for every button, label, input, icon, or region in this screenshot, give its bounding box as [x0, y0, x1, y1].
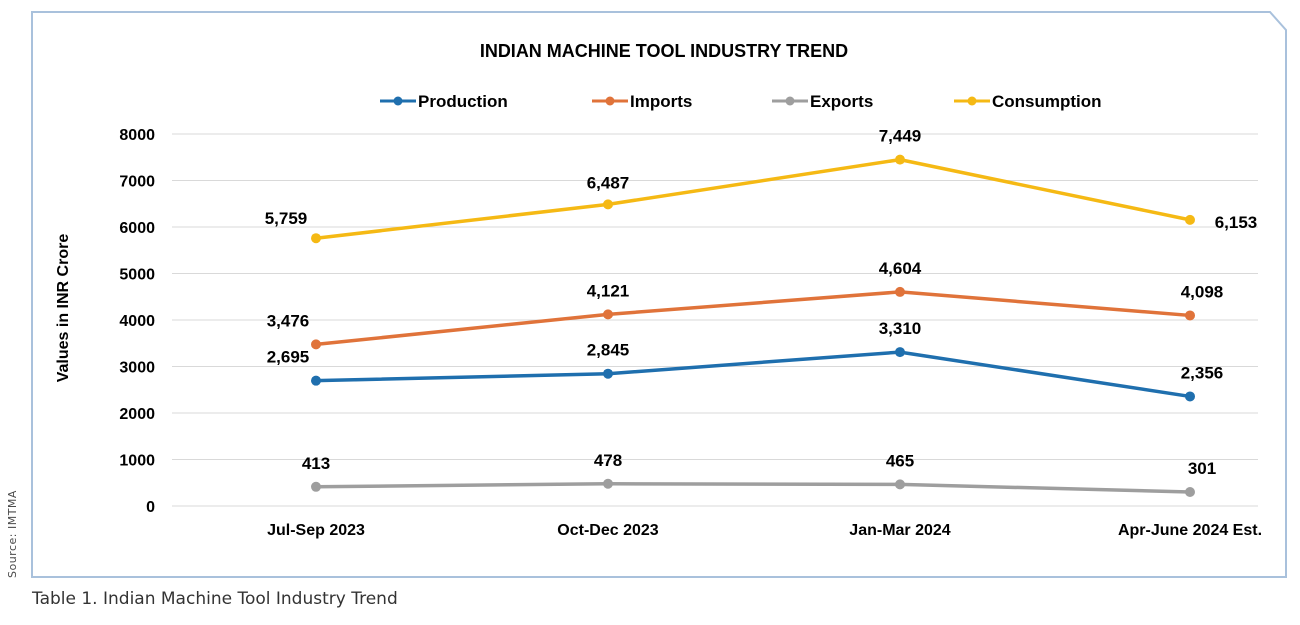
- legend-label: Consumption: [992, 92, 1102, 111]
- data-point: [895, 154, 905, 165]
- y-tick-label: 4000: [119, 313, 155, 330]
- data-label: 2,845: [587, 341, 630, 360]
- data-point: [1185, 487, 1195, 498]
- frame-border: [31, 11, 1287, 578]
- y-axis-label: Values in INR Crore: [55, 234, 72, 383]
- legend-item-production: Production: [380, 92, 508, 111]
- data-point: [1185, 391, 1195, 402]
- series-production: 2,695 2,845 3,310 2,356: [267, 319, 1224, 402]
- series-exports: 413 478 465 301: [302, 451, 1216, 498]
- legend-swatch-marker: [967, 96, 977, 106]
- legend-label: Production: [418, 92, 508, 111]
- data-label: 3,310: [879, 319, 922, 338]
- data-label: 4,604: [879, 259, 922, 278]
- data-point: [1185, 214, 1195, 225]
- legend-swatch-marker: [393, 96, 403, 106]
- data-point: [311, 233, 321, 244]
- y-axis-ticks: 0 1000 2000 3000 4000 5000 6000 7000 8000: [119, 127, 155, 516]
- x-tick-label: Oct-Dec 2023: [557, 522, 658, 539]
- grid-lines: [172, 133, 1258, 507]
- data-point: [1185, 310, 1195, 321]
- data-point: [603, 199, 613, 210]
- series-imports: 3,476 4,121 4,604 4,098: [267, 259, 1224, 350]
- data-point: [895, 479, 905, 490]
- data-label: 3,476: [267, 311, 310, 330]
- y-tick-label: 7000: [119, 174, 155, 191]
- data-point: [603, 368, 613, 379]
- y-tick-label: 8000: [119, 127, 155, 144]
- data-label: 413: [302, 454, 330, 473]
- data-label: 6,487: [587, 173, 630, 192]
- legend-item-exports: Exports: [772, 92, 873, 111]
- x-axis-ticks: Jul-Sep 2023 Oct-Dec 2023 Jan-Mar 2024 Apr-…: [267, 522, 1262, 539]
- data-label: 2,356: [1181, 363, 1224, 382]
- data-label: 301: [1188, 459, 1216, 478]
- legend-item-imports: Imports: [592, 92, 692, 111]
- data-label: 478: [594, 451, 622, 470]
- data-point: [895, 347, 905, 358]
- series-line: [315, 482, 1191, 494]
- y-tick-label: 0: [146, 499, 155, 516]
- legend-label: Exports: [810, 92, 873, 111]
- x-tick-label: Jan-Mar 2024: [849, 522, 950, 539]
- x-tick-label: Jul-Sep 2023: [267, 522, 365, 539]
- data-point: [603, 478, 613, 489]
- data-point: [311, 481, 321, 492]
- series-consumption: 5,759 6,487 7,449 6,153: [265, 127, 1258, 244]
- y-tick-label: 6000: [119, 220, 155, 237]
- series-line: [315, 350, 1191, 399]
- data-label: 4,121: [587, 281, 630, 300]
- data-point: [603, 309, 613, 320]
- data-point: [311, 339, 321, 350]
- chart-title: INDIAN MACHINE TOOL INDUSTRY TREND: [480, 41, 848, 61]
- legend-item-consumption: Consumption: [954, 92, 1102, 111]
- data-label: 7,449: [879, 127, 922, 146]
- x-tick-label: Apr-June 2024 Est.: [1118, 522, 1262, 539]
- legend: Production Imports Exports Consumption: [380, 92, 1102, 111]
- data-label: 4,098: [1181, 282, 1224, 301]
- y-tick-label: 5000: [119, 267, 155, 284]
- legend-label: Imports: [630, 92, 692, 111]
- data-point: [895, 286, 905, 297]
- data-label: 6,153: [1215, 213, 1258, 232]
- data-label: 5,759: [265, 209, 308, 228]
- y-tick-label: 2000: [119, 406, 155, 423]
- legend-swatch-marker: [605, 96, 615, 106]
- figure-caption: Table 1. Indian Machine Tool Industry Tr…: [32, 589, 398, 609]
- series-line: [315, 290, 1191, 347]
- y-tick-label: 1000: [119, 453, 155, 470]
- data-label: 465: [886, 451, 914, 470]
- data-label: 2,695: [267, 348, 310, 367]
- data-point: [311, 375, 321, 386]
- y-tick-label: 3000: [119, 360, 155, 377]
- source-label: Source: IMTMA: [6, 490, 19, 578]
- series-line: [315, 157, 1191, 240]
- series-layer: 2,695 2,845 3,310 2,356 3,476 4,121 4,604 4,098…: [265, 127, 1258, 498]
- legend-swatch-marker: [785, 96, 795, 106]
